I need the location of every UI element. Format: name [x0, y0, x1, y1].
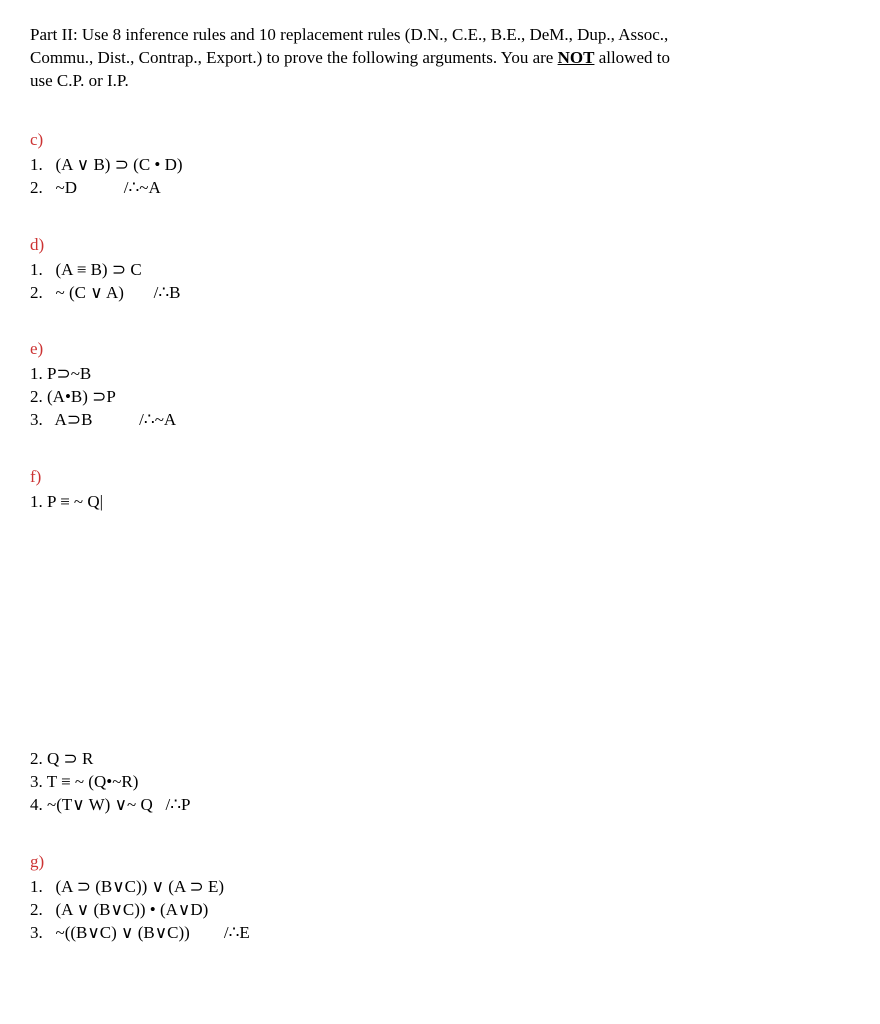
problem-e-line-2: 2. (A•B) ⊃P	[30, 386, 850, 409]
problem-f-label: f)	[30, 466, 850, 489]
problem-c-label: c)	[30, 129, 850, 152]
problem-f-line-1: 1. P ≡ ~ Q|	[30, 491, 850, 514]
problem-f-top: f) 1. P ≡ ~ Q|	[30, 466, 850, 514]
problem-g-label: g)	[30, 851, 850, 874]
problem-f-line-2: 2. Q ⊃ R	[30, 748, 850, 771]
intro-line-2: Commu., Dist., Contrap., Export.) to pro…	[30, 47, 850, 70]
problem-c: c) 1. (A ∨ B) ⊃ (C • D) 2. ~D /∴~A	[30, 129, 850, 200]
problem-g-line-1: 1. (A ⊃ (B∨C)) ∨ (A ⊃ E)	[30, 876, 850, 899]
problem-e: e) 1. P⊃~B 2. (A•B) ⊃P 3. A⊃B /∴~A	[30, 338, 850, 432]
problem-g-line-3: 3. ~((B∨C) ∨ (B∨C)) /∴E	[30, 922, 850, 945]
problem-g: g) 1. (A ⊃ (B∨C)) ∨ (A ⊃ E) 2. (A ∨ (B∨C…	[30, 851, 850, 945]
problem-g-line-2: 2. (A ∨ (B∨C)) • (A∨D)	[30, 899, 850, 922]
intro-line-2b: allowed to	[594, 48, 670, 67]
problem-d-line-2: 2. ~ (C ∨ A) /∴B	[30, 282, 850, 305]
problem-d-line-1: 1. (A ≡ B) ⊃ C	[30, 259, 850, 282]
problem-f-line-4: 4. ~(T∨ W) ∨~ Q /∴P	[30, 794, 850, 817]
problem-e-line-3: 3. A⊃B /∴~A	[30, 409, 850, 432]
problem-e-line-1: 1. P⊃~B	[30, 363, 850, 386]
problem-d-label: d)	[30, 234, 850, 257]
instructions: Part II: Use 8 inference rules and 10 re…	[30, 24, 850, 93]
problem-d: d) 1. (A ≡ B) ⊃ C 2. ~ (C ∨ A) /∴B	[30, 234, 850, 305]
intro-not: NOT	[558, 48, 595, 67]
page-gap	[30, 548, 850, 748]
problem-c-line-2: 2. ~D /∴~A	[30, 177, 850, 200]
problem-e-label: e)	[30, 338, 850, 361]
problem-c-line-1: 1. (A ∨ B) ⊃ (C • D)	[30, 154, 850, 177]
intro-line-3: use C.P. or I.P.	[30, 70, 850, 93]
problem-f-bottom: 2. Q ⊃ R 3. T ≡ ~ (Q•~R) 4. ~(T∨ W) ∨~ Q…	[30, 748, 850, 817]
problem-f-line-3: 3. T ≡ ~ (Q•~R)	[30, 771, 850, 794]
intro-line-2a: Commu., Dist., Contrap., Export.) to pro…	[30, 48, 558, 67]
intro-line-1: Part II: Use 8 inference rules and 10 re…	[30, 24, 850, 47]
